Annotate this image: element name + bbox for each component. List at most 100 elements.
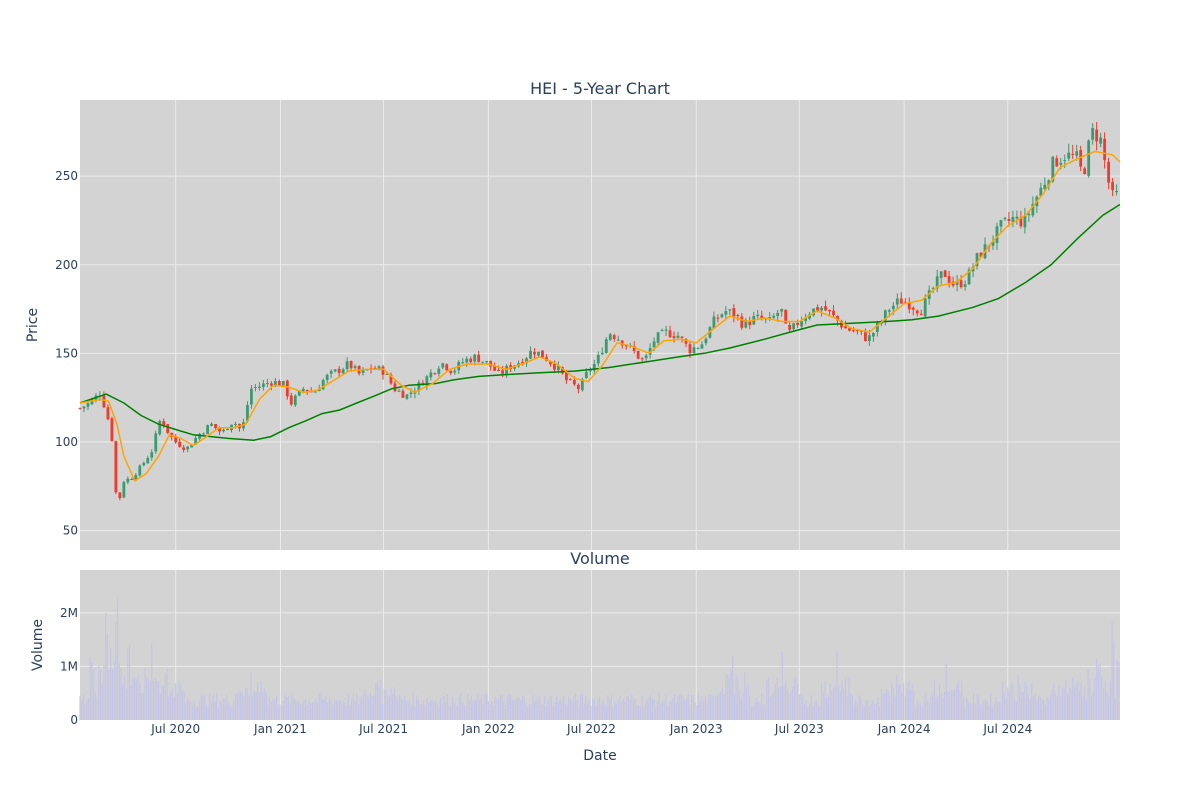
volume-bar [99, 669, 102, 720]
volume-bar [730, 669, 732, 720]
volume-bar [1067, 693, 1069, 720]
volume-bar [603, 703, 606, 720]
volume-bar [330, 699, 332, 720]
volume-bar [1113, 641, 1115, 720]
candle-body-up [700, 344, 704, 349]
volume-bar [687, 694, 689, 720]
candle-body-up [616, 339, 620, 341]
volume-bar [674, 693, 676, 720]
volume-bar [962, 697, 964, 720]
candle-body-down [632, 346, 636, 351]
volume-bar [954, 689, 956, 720]
volume-bar [993, 703, 995, 720]
volume-bar [315, 698, 317, 720]
candle-body-up [429, 372, 433, 378]
volume-bar [998, 701, 1000, 720]
candle-body-up [465, 358, 469, 363]
candle-body-up [720, 314, 724, 318]
volume-bar [263, 688, 266, 720]
volume-bar [1046, 696, 1048, 720]
volume-bar [923, 696, 925, 720]
volume-bar [996, 701, 999, 720]
volume-bar [713, 696, 715, 720]
volume-bar [1043, 699, 1045, 720]
volume-bar [140, 693, 143, 720]
volume-bar [566, 704, 568, 720]
candle-body-up [353, 366, 357, 368]
candle-body-down [106, 407, 110, 420]
candle-body-down [915, 310, 919, 314]
volume-bar [653, 699, 655, 720]
volume-bar [1097, 665, 1099, 720]
volume-bar [1029, 698, 1031, 720]
volume-bar [880, 689, 882, 720]
candle-body-up [592, 364, 596, 371]
candle-body-down [477, 354, 481, 363]
volume-bar [214, 701, 216, 720]
volume-bars [79, 597, 1120, 720]
volume-bar [325, 696, 327, 720]
volume-bar [624, 701, 626, 720]
volume-bar [932, 694, 934, 720]
volume-bar [303, 699, 305, 720]
volume-bar [304, 698, 307, 720]
volume-bar [990, 693, 992, 720]
candle-body-down [114, 441, 118, 493]
volume-bar [738, 689, 741, 720]
candle-body-down [796, 322, 800, 326]
volume-bar [615, 703, 618, 720]
volume-bar [81, 699, 83, 720]
volume-bar [689, 704, 691, 720]
volume-bar [106, 634, 108, 720]
volume-bar [643, 706, 645, 720]
volume-bar [648, 697, 650, 720]
candle-body-down [118, 492, 122, 499]
volume-bar [1111, 621, 1113, 720]
volume-bar [807, 706, 809, 720]
candle-body-down [218, 427, 221, 432]
candle-body-down [337, 368, 341, 373]
volume-bar [1044, 704, 1046, 720]
candle-body-up [301, 388, 305, 391]
volume-bar [595, 705, 597, 720]
volume-bar [832, 687, 835, 720]
volume-bar [1101, 677, 1103, 720]
volume-bar [393, 687, 395, 720]
volume-bar [957, 680, 959, 720]
volume-bar [988, 705, 990, 720]
candle-body-down [828, 309, 831, 312]
volume-bar [856, 704, 859, 720]
volume-bar [906, 688, 908, 720]
volume-bar [1106, 691, 1108, 720]
volume-bar [169, 691, 172, 720]
candle-body-down [824, 306, 827, 311]
volume-bar [1034, 692, 1036, 720]
candle-body-up [644, 355, 648, 359]
volume-bar [699, 701, 701, 720]
candle-body-down [501, 370, 505, 374]
volume-bar [778, 687, 780, 720]
volume-bar [523, 696, 525, 720]
volume-bar [626, 696, 628, 720]
volume-bar [979, 704, 982, 720]
volume-bar [448, 705, 450, 720]
volume-bar [873, 703, 876, 720]
volume-bar [644, 701, 647, 720]
volume-bar [260, 681, 262, 720]
candle-body-up [537, 351, 540, 356]
candle-body-up [867, 335, 871, 341]
volume-bar [636, 705, 638, 720]
candle-body-down [102, 395, 106, 408]
volume-bar [1012, 684, 1014, 720]
volume-bar [494, 697, 496, 720]
volume-bar [134, 677, 136, 720]
volume-bar [234, 694, 237, 720]
candle-body-up [234, 423, 237, 425]
volume-bar [187, 697, 189, 720]
candle-body-down [564, 372, 568, 381]
price-gridlines [80, 175, 1120, 532]
candle-body-up [935, 276, 939, 289]
volume-bar [146, 678, 148, 720]
volume-bar [709, 694, 712, 720]
candle-body-up [1099, 137, 1103, 144]
